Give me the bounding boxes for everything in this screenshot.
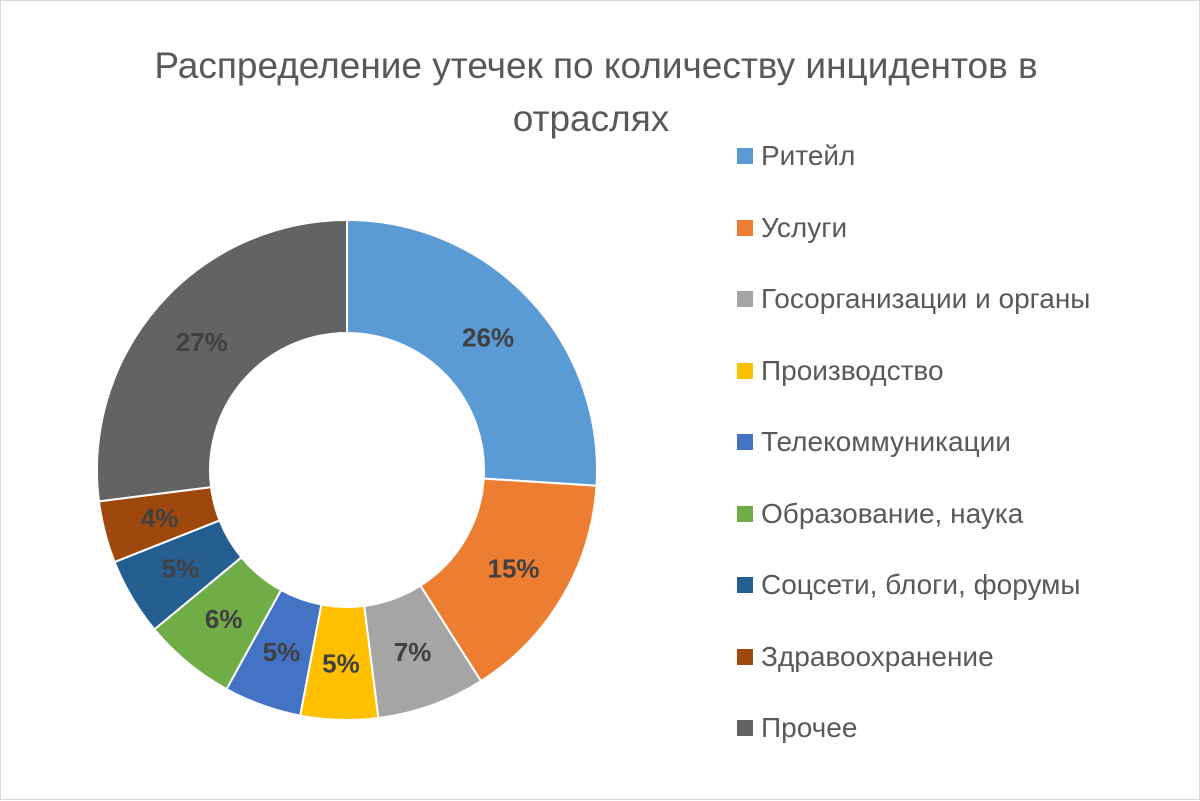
legend-swatch bbox=[737, 434, 753, 450]
donut-slice-9 bbox=[96, 218, 348, 503]
data-label-2: 15% bbox=[488, 553, 540, 583]
chart-title-line-1: Распределение утечек по количеству инцид… bbox=[154, 45, 1038, 86]
data-label-8: 4% bbox=[141, 503, 179, 533]
legend-swatch bbox=[737, 648, 753, 665]
data-label-6: 6% bbox=[205, 604, 243, 634]
legend-swatch bbox=[737, 291, 753, 307]
legend-swatch bbox=[737, 577, 753, 593]
donut-data-labels: 26%15%7%5%5%6%5%4%27% bbox=[141, 323, 540, 679]
legend-swatch bbox=[737, 148, 753, 164]
data-label-3: 7% bbox=[394, 637, 432, 667]
legend-swatch bbox=[737, 720, 753, 736]
legend-label: Телекоммуникации bbox=[761, 426, 1011, 457]
data-label-4: 5% bbox=[322, 648, 360, 678]
donut-slice-1 bbox=[346, 218, 598, 487]
legend-label: Госорганизации и органы bbox=[761, 283, 1091, 314]
legend-swatch bbox=[737, 362, 753, 379]
data-label-5: 5% bbox=[263, 637, 301, 667]
legend-item-9: Прочее bbox=[737, 708, 857, 748]
legend-item-3: Госорганизации и органы bbox=[737, 279, 1090, 319]
legend-label: Здравоохранение bbox=[761, 640, 994, 672]
legend-item-2: Услуги bbox=[737, 208, 847, 248]
legend-item-6: Образование, наука bbox=[737, 494, 1023, 534]
legend-label: Ритейл bbox=[761, 140, 856, 171]
legend-swatch bbox=[737, 219, 753, 236]
legend-item-1: Ритейл bbox=[737, 136, 855, 176]
legend-item-7: Соцсети, блоги, форумы bbox=[737, 565, 1081, 605]
data-label-7: 5% bbox=[162, 553, 200, 583]
chart-title-line-2: отраслях bbox=[512, 98, 670, 139]
chart-title: Распределение утечек по количеству инцид… bbox=[41, 39, 1151, 145]
legend-item-5: Телекоммуникации bbox=[737, 422, 1011, 462]
legend-item-8: Здравоохранение bbox=[737, 637, 994, 677]
legend-label: Соцсети, блоги, форумы bbox=[761, 569, 1081, 600]
legend-swatch bbox=[737, 505, 753, 522]
legend-label: Образование, наука bbox=[761, 497, 1024, 529]
legend-item-4: Производство bbox=[737, 351, 944, 391]
legend-label: Производство bbox=[761, 354, 944, 386]
data-label-1: 26% bbox=[462, 323, 514, 353]
legend-label: Прочее bbox=[761, 712, 858, 743]
donut-slices bbox=[96, 218, 598, 721]
legend-label: Услуги bbox=[761, 211, 848, 243]
data-label-9: 27% bbox=[176, 327, 228, 357]
